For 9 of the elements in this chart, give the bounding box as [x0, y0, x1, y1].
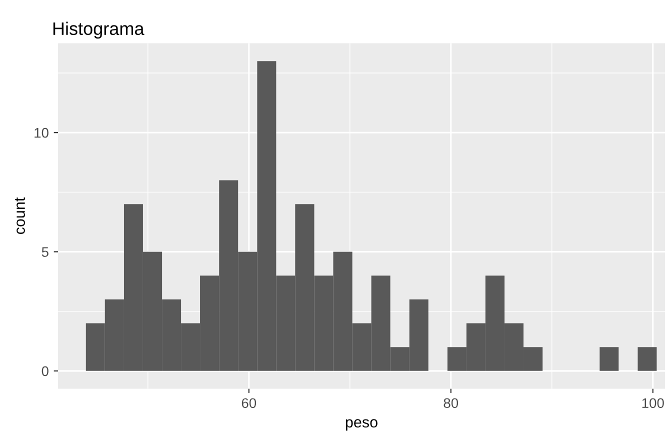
x-axis-title: peso	[346, 419, 378, 431]
y-tick-label: 10	[34, 128, 48, 138]
y-tick-label: 0	[42, 366, 48, 376]
y-tick-label: 5	[42, 247, 48, 257]
chart-title: Histograma	[53, 22, 144, 39]
x-tick-label: 80	[444, 398, 458, 408]
x-tick-label: 100	[642, 398, 664, 408]
x-tick-label: 60	[242, 398, 256, 408]
y-axis-title: count	[14, 197, 25, 234]
